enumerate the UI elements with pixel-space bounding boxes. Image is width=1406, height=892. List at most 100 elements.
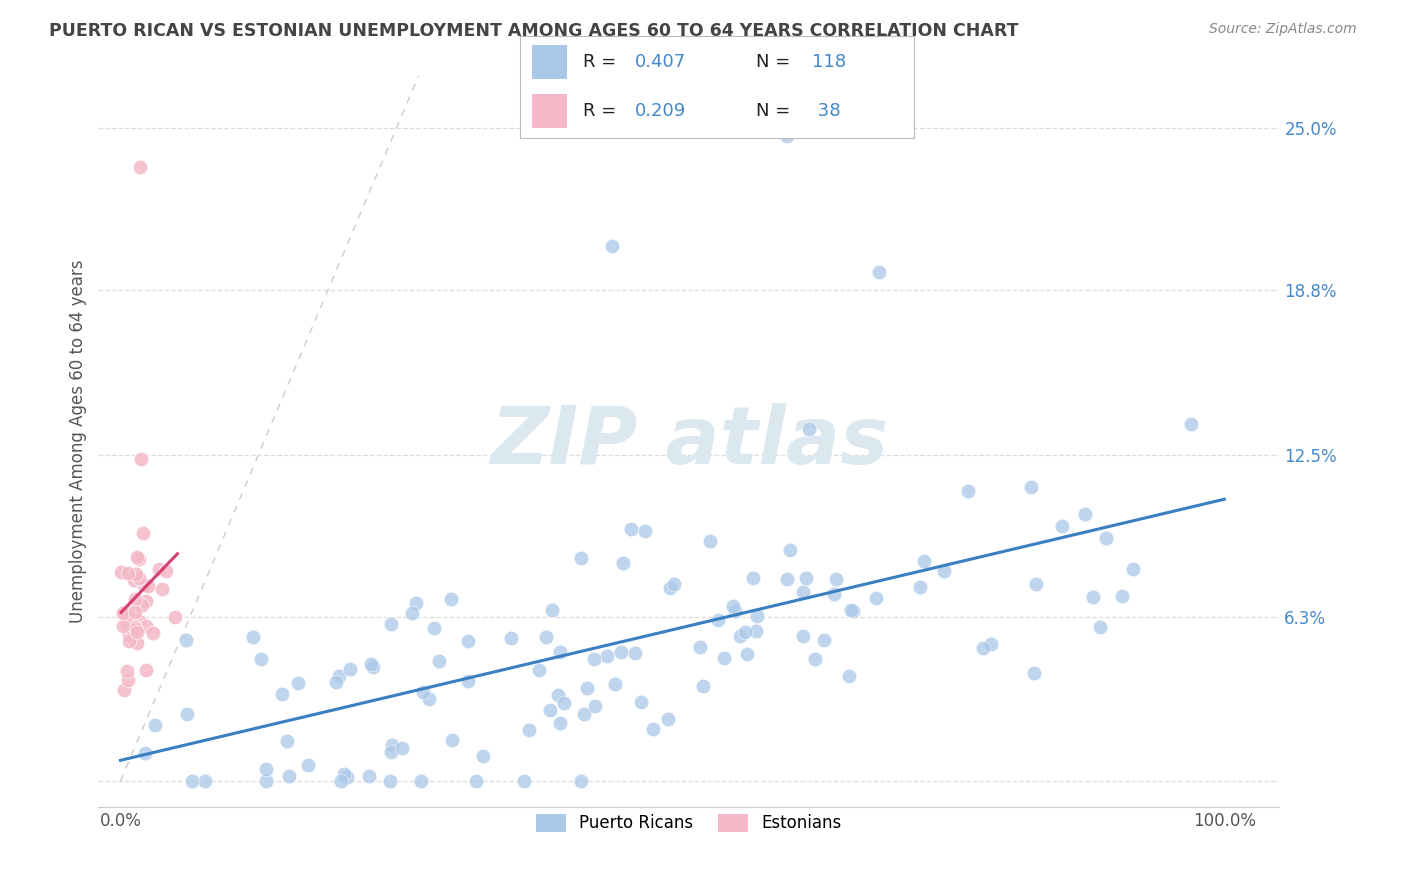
- Point: [465, 773, 488, 788]
- Point: [115, 605, 138, 619]
- Point: [972, 640, 994, 655]
- Point: [980, 636, 1002, 650]
- Point: [418, 691, 440, 706]
- Point: [572, 706, 595, 721]
- Point: [380, 745, 402, 759]
- Point: [1081, 590, 1104, 604]
- Text: 38: 38: [811, 102, 841, 120]
- Point: [124, 567, 146, 582]
- Point: [118, 633, 141, 648]
- Point: [325, 675, 347, 690]
- Point: [744, 624, 766, 639]
- Point: [270, 688, 292, 702]
- Point: [823, 587, 845, 601]
- Point: [575, 681, 598, 695]
- Point: [380, 774, 402, 789]
- Point: [1095, 531, 1118, 545]
- Point: [934, 564, 956, 578]
- Point: [118, 628, 141, 642]
- Point: [401, 606, 423, 620]
- Point: [457, 634, 479, 648]
- Point: [297, 758, 319, 772]
- Y-axis label: Unemployment Among Ages 60 to 64 years: Unemployment Among Ages 60 to 64 years: [69, 260, 87, 624]
- Point: [865, 591, 887, 605]
- Point: [541, 603, 564, 617]
- Point: [357, 769, 380, 783]
- Point: [128, 552, 150, 566]
- FancyBboxPatch shape: [531, 45, 568, 78]
- Text: R =: R =: [583, 53, 623, 70]
- Point: [148, 562, 170, 576]
- Point: [254, 763, 277, 777]
- Point: [181, 774, 204, 789]
- Point: [868, 265, 890, 279]
- Point: [115, 609, 138, 624]
- Point: [336, 770, 359, 784]
- Point: [689, 640, 711, 654]
- Point: [361, 660, 384, 674]
- Point: [134, 578, 156, 592]
- Point: [602, 238, 624, 252]
- Point: [249, 652, 271, 666]
- Point: [128, 614, 150, 628]
- Point: [115, 616, 138, 631]
- Point: [440, 592, 463, 607]
- Point: [128, 571, 150, 585]
- Point: [794, 571, 817, 585]
- Point: [596, 648, 619, 663]
- Point: [813, 633, 835, 648]
- FancyBboxPatch shape: [531, 95, 568, 128]
- Point: [605, 677, 627, 691]
- Point: [527, 663, 550, 677]
- Point: [111, 619, 134, 633]
- Point: [776, 572, 799, 586]
- Point: [277, 768, 299, 782]
- Point: [117, 673, 139, 688]
- Point: [536, 630, 558, 644]
- Point: [129, 161, 152, 175]
- Point: [1024, 576, 1046, 591]
- Text: PUERTO RICAN VS ESTONIAN UNEMPLOYMENT AMONG AGES 60 TO 64 YEARS CORRELATION CHAR: PUERTO RICAN VS ESTONIAN UNEMPLOYMENT AM…: [49, 22, 1019, 40]
- Point: [163, 610, 186, 624]
- Point: [333, 767, 356, 781]
- Point: [692, 679, 714, 693]
- Point: [658, 581, 681, 595]
- Point: [737, 648, 759, 662]
- Point: [110, 565, 132, 579]
- Point: [142, 625, 165, 640]
- Point: [1180, 417, 1202, 431]
- Point: [131, 452, 153, 467]
- Point: [136, 579, 159, 593]
- Point: [150, 582, 173, 596]
- Point: [513, 774, 536, 789]
- Point: [412, 685, 434, 699]
- Point: [742, 571, 765, 585]
- Point: [792, 585, 814, 599]
- Point: [724, 604, 747, 618]
- Point: [1122, 562, 1144, 576]
- Point: [329, 774, 352, 789]
- Point: [132, 526, 155, 541]
- Point: [745, 609, 768, 624]
- Text: 118: 118: [811, 53, 845, 70]
- Text: R =: R =: [583, 102, 623, 120]
- Point: [838, 669, 860, 683]
- Point: [441, 733, 464, 747]
- Point: [328, 669, 350, 683]
- Point: [713, 650, 735, 665]
- Legend: Puerto Ricans, Estonians: Puerto Ricans, Estonians: [529, 807, 849, 839]
- Point: [124, 619, 146, 633]
- Point: [548, 716, 571, 731]
- Point: [553, 696, 575, 710]
- Point: [254, 774, 277, 789]
- Point: [517, 723, 540, 738]
- Point: [610, 645, 633, 659]
- Point: [135, 618, 157, 632]
- Text: 0.209: 0.209: [634, 102, 686, 120]
- Point: [135, 663, 157, 677]
- Point: [501, 631, 523, 645]
- Point: [391, 740, 413, 755]
- Point: [131, 598, 153, 612]
- Text: N =: N =: [756, 53, 796, 70]
- Point: [287, 675, 309, 690]
